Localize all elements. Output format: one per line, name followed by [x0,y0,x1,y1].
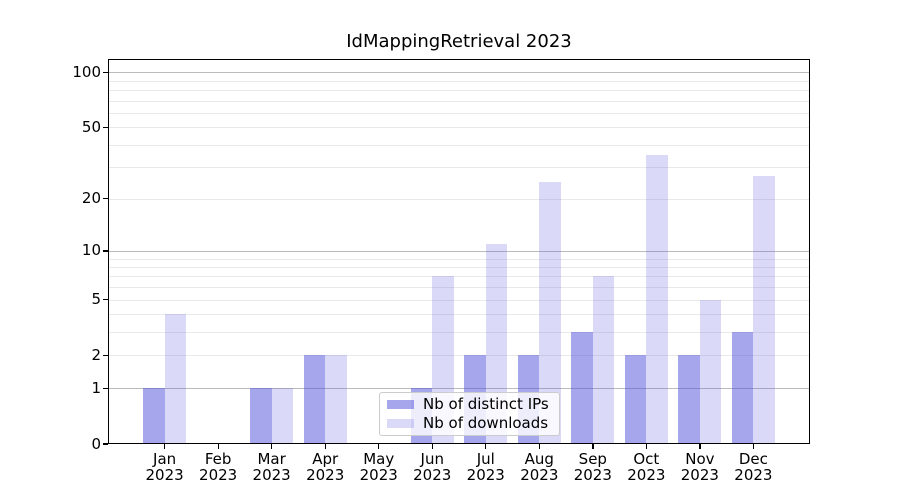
gridline-minor [108,355,810,357]
y-tick-mark [103,126,108,128]
x-tick-label: Dec 2023 [734,450,773,484]
gridline-minor [108,89,810,91]
x-tick-label: Jul 2023 [466,450,505,484]
x-tick-mark [164,444,166,449]
bar-distinct-ips [731,332,754,444]
spine-left [108,59,110,444]
gridline-minor [108,332,810,334]
spine-bottom [108,442,810,444]
x-tick-label: Aug 2023 [520,450,559,484]
bar-distinct-ips [571,332,593,444]
gridline-minor [108,167,810,169]
bar-distinct-ips [143,388,165,444]
gridline-minor [108,287,810,289]
x-tick-mark [645,444,648,449]
legend-swatch-distinct-ips [387,400,414,409]
x-tick-mark [271,444,273,449]
bar-distinct-ips [250,388,272,444]
y-tick-mark [103,198,108,200]
x-tick-label: Sep 2023 [573,450,612,484]
x-tick-label: Oct 2023 [627,450,666,484]
x-tick-label: Apr 2023 [306,450,345,484]
y-tick-mark [103,250,108,252]
y-tick-mark [103,299,108,301]
plot-area [108,59,810,444]
x-tick-mark [217,444,219,449]
spine-right [808,59,810,444]
bar-downloads [753,175,775,444]
legend-label-downloads: Nb of downloads [423,414,549,432]
x-tick-mark [699,444,701,449]
y-tick-label: 100 [72,62,101,81]
y-tick-label: 5 [91,290,101,309]
gridline-minor [108,276,810,278]
x-tick-mark [592,444,594,449]
bar-distinct-ips [303,355,326,444]
x-tick-label: Nov 2023 [680,450,719,484]
gridline-major [108,72,810,74]
gridline-minor [108,299,810,301]
gridline-minor [108,198,810,200]
legend-item-downloads: Nb of downloads [387,416,549,431]
gridline-minor [108,112,810,114]
bar-distinct-ips [624,355,647,444]
gridline-minor [108,314,810,316]
y-tick-mark [103,71,108,73]
bar-downloads [646,155,668,444]
gridline-minor [108,258,810,260]
legend-swatch-downloads [387,419,414,428]
x-tick-mark [378,444,380,449]
gridline-minor [108,100,810,102]
y-tick-mark [103,443,108,445]
bar-downloads [699,299,722,444]
bar-distinct-ips [678,355,700,444]
x-tick-label: Feb 2023 [199,450,238,484]
bar-downloads [592,276,615,444]
gridline-minor [108,144,810,146]
y-tick-label: 20 [81,189,101,208]
gridline-major [108,250,810,252]
gridline-minor [108,80,810,82]
gridline-minor [108,127,810,129]
y-tick-label: 2 [91,345,101,364]
bar-downloads [271,388,294,444]
spine-top [108,59,810,61]
x-tick-label: Jan 2023 [145,450,184,484]
x-tick-mark [752,444,755,449]
chart-title: IdMappingRetrieval 2023 [346,31,572,52]
x-tick-label: Mar 2023 [252,450,291,484]
x-tick-mark [324,444,326,449]
bar-downloads [539,181,561,444]
y-tick-mark [103,387,108,389]
y-tick-label: 10 [81,241,101,260]
x-tick-mark [538,444,540,449]
y-tick-label: 0 [91,434,101,453]
bar-downloads [164,314,187,444]
y-tick-mark [103,354,108,357]
x-tick-mark [431,444,433,449]
legend-item-distinct-ips: Nb of distinct IPs [387,397,549,412]
bar-downloads [325,355,347,444]
x-tick-mark [485,444,487,449]
y-tick-label: 50 [81,117,101,136]
gridline-major [108,388,810,390]
legend-label-distinct-ips: Nb of distinct IPs [423,395,549,413]
x-tick-label: Jun 2023 [413,450,452,484]
y-tick-label: 1 [91,378,101,397]
gridline-minor [108,266,810,268]
legend: Nb of distinct IPs Nb of downloads [379,392,560,436]
x-tick-label: May 2023 [359,450,398,484]
